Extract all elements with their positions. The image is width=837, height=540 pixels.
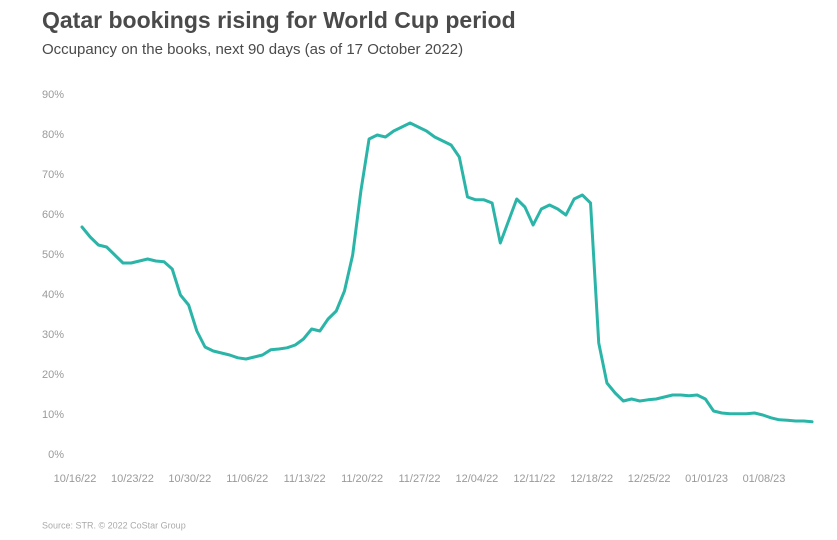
y-tick-label: 10%: [42, 409, 64, 421]
x-tick-label: 12/25/22: [628, 473, 671, 485]
y-tick-label: 70%: [42, 169, 64, 181]
x-tick-label: 10/30/22: [168, 473, 211, 485]
y-tick-label: 0%: [48, 449, 64, 461]
y-tick-label: 60%: [42, 209, 64, 221]
x-tick-label: 01/08/23: [743, 473, 786, 485]
x-tick-label: 12/11/22: [513, 473, 555, 485]
x-tick-label: 01/01/23: [685, 473, 728, 485]
data-line: [80, 121, 814, 424]
y-tick-label: 50%: [42, 249, 64, 261]
x-tick-label: 11/27/22: [398, 473, 440, 485]
source-note: Source: STR. © 2022 CoStar Group: [42, 520, 186, 530]
x-tick-label: 12/04/22: [455, 473, 498, 485]
x-tick-label: 10/23/22: [111, 473, 154, 485]
chart-subtitle: Occupancy on the books, next 90 days (as…: [42, 41, 463, 58]
x-tick-label: 11/13/22: [284, 473, 326, 485]
x-tick-label: 11/20/22: [341, 473, 383, 485]
y-tick-label: 80%: [42, 129, 64, 141]
y-tick-label: 20%: [42, 369, 64, 381]
x-tick-label: 12/18/22: [570, 473, 613, 485]
x-tick-label: 11/06/22: [226, 473, 268, 485]
y-tick-label: 40%: [42, 289, 64, 301]
x-tick-label: 10/16/22: [54, 473, 97, 485]
y-tick-label: 30%: [42, 329, 64, 341]
chart-title: Qatar bookings rising for World Cup peri…: [42, 7, 516, 33]
y-tick-label: 90%: [42, 89, 64, 101]
